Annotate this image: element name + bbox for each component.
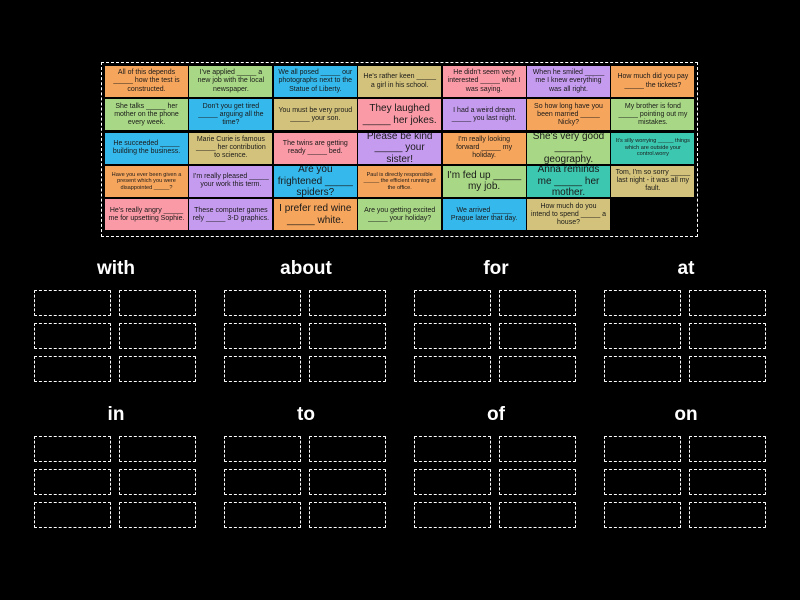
- drop-slot-for[interactable]: [499, 356, 576, 382]
- drop-slot-in[interactable]: [119, 502, 196, 528]
- drop-slot-to[interactable]: [224, 469, 301, 495]
- sentence-card[interactable]: I've applied _____ a new job with the lo…: [189, 66, 273, 97]
- sentence-card[interactable]: She's very good _____ geography.: [527, 132, 610, 164]
- drop-slot-to[interactable]: [309, 469, 386, 495]
- category-heading-in: in: [107, 404, 125, 425]
- drop-slot-with[interactable]: [34, 323, 111, 349]
- drop-slot-about[interactable]: [224, 290, 301, 316]
- drop-slot-with[interactable]: [34, 356, 111, 382]
- sentence-card[interactable]: He succeeded _____ building the business…: [105, 132, 188, 164]
- drop-slot-on[interactable]: [604, 436, 681, 462]
- drop-slot-of[interactable]: [414, 436, 491, 462]
- sentence-card[interactable]: So how long have you been married _____ …: [527, 99, 610, 131]
- drop-slot-at[interactable]: [689, 323, 766, 349]
- drop-slot-at[interactable]: [604, 356, 681, 382]
- sentence-card[interactable]: These computer games rely _____ 3-D grap…: [189, 199, 273, 231]
- drop-slot-on[interactable]: [604, 469, 681, 495]
- drop-slot-for[interactable]: [414, 356, 491, 382]
- sentence-card[interactable]: When he smiled _____ me I knew everythin…: [527, 66, 610, 97]
- category-heading-about: about: [280, 258, 332, 279]
- drop-slot-to[interactable]: [224, 436, 301, 462]
- drop-slot-to[interactable]: [224, 502, 301, 528]
- drop-slot-on[interactable]: [689, 436, 766, 462]
- sentence-card[interactable]: They laughed _____ her jokes.: [358, 99, 442, 131]
- drop-slot-of[interactable]: [414, 502, 491, 528]
- drop-slot-on[interactable]: [604, 502, 681, 528]
- sentence-card[interactable]: Marie Curie is famous _____ her contribu…: [189, 132, 273, 164]
- sentence-card[interactable]: All of this depends _____ how the test i…: [105, 66, 188, 97]
- drop-slot-for[interactable]: [499, 290, 576, 316]
- sentence-card[interactable]: I had a weird dream _____ you last night…: [442, 99, 526, 131]
- sentence-card[interactable]: It's silly worrying _____ things which a…: [611, 132, 695, 164]
- drop-slot-about[interactable]: [309, 356, 386, 382]
- sentence-card[interactable]: Please be kind _____ your sister!: [358, 132, 442, 164]
- drop-slot-about[interactable]: [224, 323, 301, 349]
- card-bank: [101, 62, 698, 237]
- drop-slot-to[interactable]: [309, 436, 386, 462]
- drop-slot-of[interactable]: [414, 469, 491, 495]
- sentence-card[interactable]: Are you frightened _____ spiders?: [273, 165, 357, 197]
- sentence-card[interactable]: She talks _____ her mother on the phone …: [105, 99, 188, 131]
- sentence-card[interactable]: He didn't seem very interested _____ wha…: [442, 66, 526, 97]
- sentence-card[interactable]: Are you getting excited _____ your holid…: [358, 199, 442, 231]
- drop-slot-for[interactable]: [414, 323, 491, 349]
- sentence-card[interactable]: We arrived _____ Prague later that day.: [442, 199, 526, 231]
- drop-slot-with[interactable]: [119, 323, 196, 349]
- drop-slot-for[interactable]: [499, 323, 576, 349]
- drop-slot-in[interactable]: [34, 502, 111, 528]
- drop-slot-about[interactable]: [309, 290, 386, 316]
- sentence-card[interactable]: I'm really looking forward _____ my holi…: [442, 132, 526, 164]
- category-heading-with: with: [97, 258, 135, 279]
- sentence-card[interactable]: I'm really pleased _____ your work this …: [189, 165, 273, 197]
- sentence-card[interactable]: Tom, I'm so sorry _____ last night - it …: [611, 165, 695, 197]
- category-heading-to: to: [297, 404, 315, 425]
- sentence-card[interactable]: How much do you intend to spend _____ a …: [527, 199, 610, 231]
- drop-slot-at[interactable]: [689, 356, 766, 382]
- sentence-card[interactable]: You must be very proud _____ your son.: [273, 99, 357, 131]
- drop-slot-at[interactable]: [604, 323, 681, 349]
- sentence-card[interactable]: Don't you get tired _____ arguing all th…: [189, 99, 273, 131]
- sentence-card[interactable]: Have you ever been given a present which…: [105, 165, 188, 197]
- drop-slot-on[interactable]: [689, 469, 766, 495]
- drop-slot-at[interactable]: [604, 290, 681, 316]
- drop-slot-of[interactable]: [499, 436, 576, 462]
- drop-slot-for[interactable]: [414, 290, 491, 316]
- sentence-card[interactable]: How much did you pay _____ the tickets?: [611, 66, 695, 97]
- category-heading-at: at: [677, 258, 695, 279]
- drop-slot-with[interactable]: [34, 290, 111, 316]
- drop-slot-in[interactable]: [34, 436, 111, 462]
- sentence-card[interactable]: My brother is fond _____ pointing out my…: [611, 99, 695, 131]
- drop-slot-with[interactable]: [119, 290, 196, 316]
- sentence-card[interactable]: Anna reminds me _____ her mother.: [527, 165, 610, 197]
- category-heading-for: for: [483, 258, 509, 279]
- drop-slot-in[interactable]: [119, 436, 196, 462]
- category-heading-on: on: [674, 404, 698, 425]
- drop-slot-to[interactable]: [309, 502, 386, 528]
- drop-slot-of[interactable]: [499, 469, 576, 495]
- sentence-card[interactable]: I prefer red wine _____ white.: [273, 199, 357, 231]
- drop-slot-about[interactable]: [224, 356, 301, 382]
- category-heading-of: of: [487, 404, 505, 425]
- sentence-card[interactable]: Paul is directly responsible _____ the e…: [358, 165, 442, 197]
- drop-slot-about[interactable]: [309, 323, 386, 349]
- drop-slot-in[interactable]: [34, 469, 111, 495]
- sentence-card[interactable]: I'm fed up _____ my job.: [442, 165, 526, 197]
- drop-slot-at[interactable]: [689, 290, 766, 316]
- drop-slot-with[interactable]: [119, 356, 196, 382]
- drop-slot-on[interactable]: [689, 502, 766, 528]
- sentence-card[interactable]: We all posed _____ our photographs next …: [273, 66, 357, 97]
- sentence-card[interactable]: The twins are getting ready _____ bed.: [273, 132, 357, 164]
- drop-slot-of[interactable]: [499, 502, 576, 528]
- drop-slot-in[interactable]: [119, 469, 196, 495]
- sentence-card[interactable]: He's rather keen _____ a girl in his sch…: [358, 66, 442, 97]
- sentence-card[interactable]: He's really angry _____ me for upsetting…: [105, 199, 188, 231]
